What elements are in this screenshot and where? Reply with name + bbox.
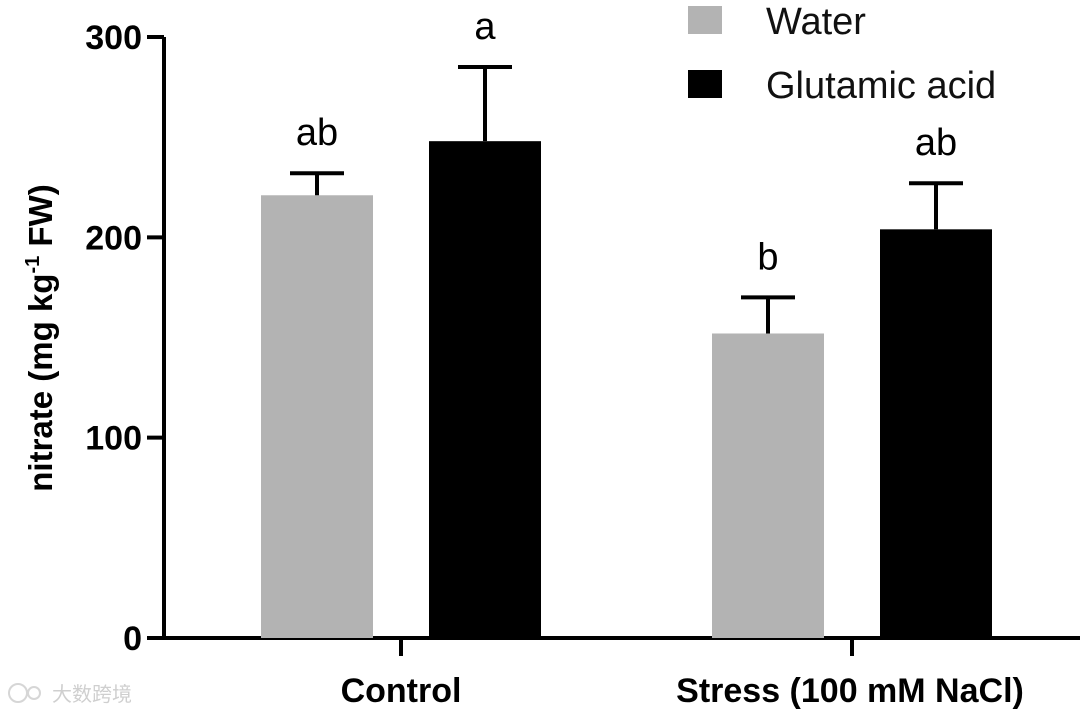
watermark-logo-icon-2 <box>27 686 41 700</box>
legend: Water Glutamic acid <box>688 1 996 107</box>
watermark-logo-icon <box>8 683 28 703</box>
legend-swatch-glutamic-acid <box>688 70 722 98</box>
y-tick-label: 200 <box>85 219 142 257</box>
significance-label: b <box>757 236 778 278</box>
bar <box>712 333 824 638</box>
watermark-text: 大数跨境 <box>52 682 132 706</box>
y-axis-label-suffix: FW) <box>22 184 59 255</box>
x-tick-label: Control <box>341 672 462 710</box>
significance-label: ab <box>296 112 338 154</box>
x-tick-label: Stress (100 mM NaCl) <box>676 672 1024 710</box>
significance-label: ab <box>915 122 957 164</box>
y-tick-label: 0 <box>123 620 142 658</box>
bar <box>261 195 373 638</box>
y-axis-label-main: nitrate (mg kg <box>22 274 59 492</box>
y-axis-label-sup: -1 <box>22 256 44 274</box>
y-tick-label: 100 <box>85 420 142 458</box>
y-tick-label: 300 <box>85 19 142 57</box>
watermark: 大数跨境 <box>8 682 132 706</box>
legend-swatch-water <box>688 6 722 34</box>
legend-label-water: Water <box>766 1 866 43</box>
y-axis-label: nitrate (mg kg-1 FW) <box>22 184 59 491</box>
bar <box>880 229 992 638</box>
significance-label: a <box>474 6 496 48</box>
bar <box>429 141 541 638</box>
legend-label-glutamic-acid: Glutamic acid <box>766 65 996 107</box>
